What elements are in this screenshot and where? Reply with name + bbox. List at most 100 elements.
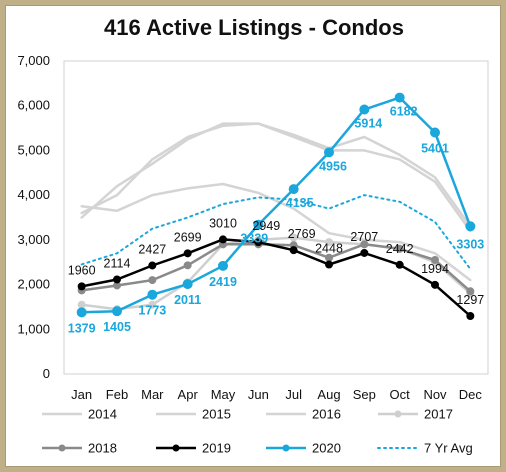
data-label: 5401 (421, 141, 449, 155)
data-point (148, 261, 157, 270)
y-tick-label: 1,000 (17, 321, 50, 336)
legend-item: 2014 (42, 407, 117, 422)
legend-label: 2016 (312, 407, 341, 422)
legend-item: 2020 (266, 441, 341, 456)
x-tick-label: Nov (423, 387, 447, 402)
y-tick-label: 5,000 (17, 142, 50, 157)
data-label: 3303 (456, 237, 484, 251)
x-axis-tick-labels: Jan Feb Mar Apr May Jun Jul Aug Sep Oct Nov Dec (71, 387, 482, 402)
data-label: 4956 (319, 159, 347, 173)
data-label: 4135 (286, 196, 314, 210)
data-label: 1405 (103, 320, 131, 334)
data-label: 3339 (240, 232, 268, 246)
x-tick-label: Apr (178, 387, 199, 402)
data-point (147, 289, 158, 300)
series-line (80, 96, 472, 314)
data-point (113, 275, 121, 284)
series-line (80, 238, 472, 318)
data-label: 1994 (421, 262, 449, 276)
x-tick-label: Sep (353, 387, 376, 402)
data-point (431, 280, 439, 289)
data-point (394, 92, 405, 103)
legend-label: 2020 (312, 441, 341, 456)
data-point (325, 238, 333, 247)
legend-label: 7 Yr Avg (424, 441, 473, 456)
legend-label: 2017 (424, 407, 453, 422)
data-point (324, 147, 334, 158)
chart-title: 416 Active Listings - Condos (104, 15, 404, 40)
data-label: 2707 (350, 230, 378, 244)
legend-item: 7 Yr Avg (377, 441, 473, 456)
series-2015 (80, 122, 472, 228)
x-tick-label: Jul (285, 387, 302, 402)
data-point (254, 238, 263, 247)
data-label: 2011 (174, 293, 201, 307)
data-point (466, 312, 475, 321)
data-label: 2442 (386, 242, 414, 256)
legend-marker (282, 444, 290, 452)
data-point (77, 300, 86, 309)
data-point (148, 300, 157, 309)
y-tick-label: 0 (43, 366, 50, 381)
x-tick-label: Jan (71, 387, 92, 402)
data-point (466, 287, 475, 296)
series-line (80, 182, 472, 282)
data-point (359, 104, 370, 115)
data-point (76, 307, 87, 318)
y-tick-label: 6,000 (17, 98, 50, 113)
data-point (253, 219, 264, 230)
legend-marker (394, 410, 402, 418)
legend-item: 2017 (378, 407, 453, 422)
data-point (289, 233, 298, 242)
data-label: 2949 (252, 219, 280, 233)
x-tick-label: Aug (317, 387, 340, 402)
legend-label: 2014 (88, 407, 117, 422)
data-point (360, 240, 369, 249)
data-label: 1773 (138, 304, 166, 318)
data-label: 2114 (104, 256, 131, 270)
y-tick-label: 3,000 (17, 232, 50, 247)
y-tick-label: 2,000 (17, 277, 50, 292)
x-tick-label: May (211, 387, 236, 402)
series-7-yr-avg (80, 194, 472, 270)
y-tick-label: 7,000 (17, 53, 50, 68)
data-point (395, 260, 404, 269)
data-label: 2419 (209, 275, 237, 289)
data-label: 3010 (209, 216, 237, 230)
plot-area (63, 60, 489, 375)
data-point (183, 249, 192, 258)
series-line (80, 243, 472, 293)
legend-marker (58, 444, 66, 452)
data-label: 5914 (354, 117, 382, 131)
data-point (430, 127, 440, 138)
data-point (289, 246, 298, 255)
data-point (77, 282, 86, 291)
data-label: 1960 (68, 263, 96, 277)
legend: 2014 2015 2016 2017 2018 2019 2020 7 Yr Avg (42, 407, 473, 456)
data-point (325, 260, 333, 269)
data-label: 2699 (174, 230, 202, 244)
data-label: 2448 (315, 242, 343, 256)
line-chart: 416 Active Listings - Condos 0 1,000 2,000… (17, 15, 489, 456)
data-point (183, 261, 192, 270)
data-point (288, 184, 299, 195)
legend-label: 2018 (88, 441, 117, 456)
series-2019 (77, 235, 475, 321)
data-point (182, 279, 193, 290)
x-tick-label: Oct (390, 387, 411, 402)
legend-marker (172, 444, 180, 452)
chart-frame: 416 Active Listings - Condos 0 1,000 2,000… (5, 5, 501, 467)
data-point (148, 276, 157, 285)
data-point (395, 244, 404, 253)
series-2020 (76, 92, 476, 318)
y-tick-label: 4,000 (17, 187, 50, 202)
x-tick-label: Dec (459, 387, 483, 402)
data-point (360, 248, 369, 257)
legend-item: 2018 (42, 441, 117, 456)
series-2016 (80, 182, 472, 282)
y-axis-tick-labels: 0 1,000 2,000 3,000 4,000 5,000 6,000 7,000 (17, 53, 50, 381)
legend-label: 2019 (202, 441, 231, 456)
data-point (431, 255, 439, 264)
legend-item: 2019 (156, 441, 231, 456)
